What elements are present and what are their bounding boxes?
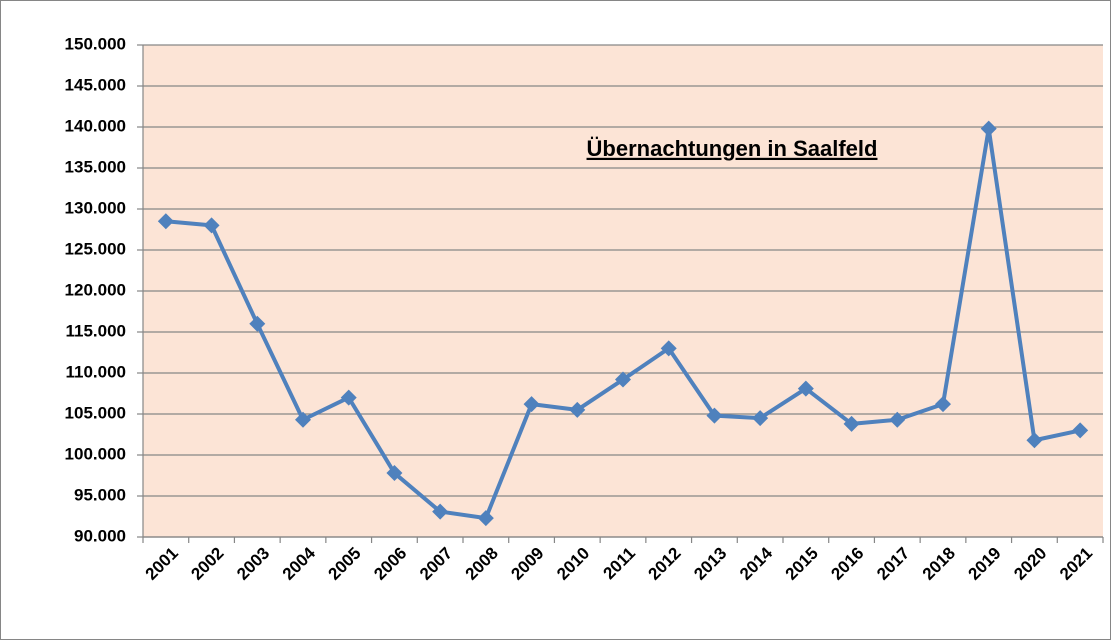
y-tick-label: 120.000 (65, 280, 126, 299)
marker (797, 380, 814, 397)
marker (1072, 422, 1089, 439)
marker (203, 217, 220, 234)
y-tick-label: 105.000 (65, 403, 126, 422)
marker (706, 407, 723, 424)
marker (935, 396, 951, 413)
chart-title: Übernachtungen in Saalfeld (587, 136, 878, 161)
marker (157, 213, 174, 230)
marker (660, 340, 677, 357)
marker (1026, 432, 1043, 449)
y-tick-label: 150.000 (65, 34, 126, 53)
marker (249, 315, 266, 332)
marker (523, 396, 540, 413)
marker (615, 371, 631, 388)
marker (477, 510, 494, 527)
y-tick-label: 145.000 (65, 75, 126, 94)
marker (295, 411, 311, 428)
marker (752, 410, 769, 427)
marker (889, 411, 906, 428)
y-tick-label: 100.000 (65, 444, 126, 463)
marker (340, 389, 357, 406)
marker (843, 415, 860, 432)
marker (569, 401, 586, 418)
marker (432, 503, 449, 520)
marker (980, 120, 997, 137)
y-tick-label: 95.000 (74, 485, 126, 504)
y-tick-label: 140.000 (65, 116, 126, 135)
y-tick-label: 90.000 (74, 526, 126, 545)
y-tick-label: 110.000 (65, 362, 126, 381)
y-tick-label: 130.000 (65, 198, 126, 217)
y-tick-label: 135.000 (65, 157, 126, 176)
y-tick-label: 125.000 (65, 239, 126, 258)
marker (386, 465, 403, 482)
y-tick-label: 115.000 (65, 321, 126, 340)
